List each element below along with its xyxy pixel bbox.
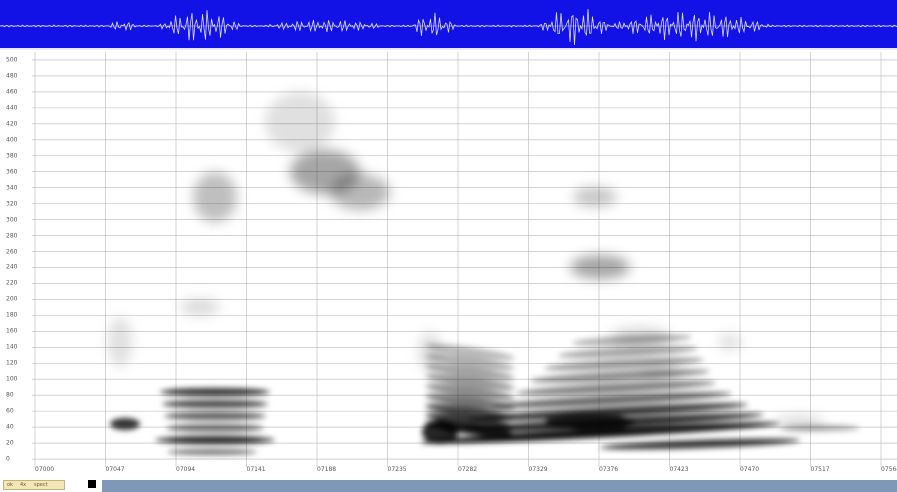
- energy-blob: [166, 424, 264, 432]
- time-tick-label: 07047: [105, 466, 125, 473]
- waveform-overview[interactable]: [0, 0, 897, 50]
- frequency-tick-label: 460: [6, 88, 18, 96]
- frequency-tick-label: 160: [6, 327, 18, 335]
- energy-blob: [600, 438, 800, 450]
- energy-blob: [164, 412, 266, 420]
- spectrogram-energy-strong: [110, 334, 860, 455]
- waveform-trace: [0, 8, 897, 46]
- energy-blob: [573, 187, 617, 207]
- frequency-tick-label: 400: [6, 136, 18, 144]
- energy-blob: [570, 255, 630, 279]
- time-tick-label: 07282: [458, 466, 478, 473]
- energy-blob: [425, 344, 515, 360]
- energy-blob: [418, 332, 442, 372]
- energy-blob: [330, 174, 390, 210]
- time-tick-label: 07188: [317, 466, 337, 473]
- time-tick-label: 07423: [669, 466, 689, 473]
- horizontal-scrollbar[interactable]: [102, 480, 897, 492]
- energy-blob: [718, 334, 742, 350]
- energy-blob: [108, 317, 132, 367]
- frequency-tick-label: 260: [6, 248, 18, 256]
- frequency-tick-label: 380: [6, 152, 18, 160]
- frequency-tick-label: 300: [6, 216, 18, 224]
- waveform-line: [0, 8, 897, 46]
- time-tick-label: 07000: [35, 466, 55, 473]
- energy-blob: [545, 414, 635, 430]
- energy-blob: [155, 436, 275, 444]
- energy-blob: [425, 364, 515, 380]
- energy-blob: [160, 388, 270, 396]
- frequency-tick-label: 440: [6, 104, 18, 112]
- frequency-tick-label: 500: [6, 56, 18, 64]
- energy-blob: [425, 354, 515, 370]
- color-swatch[interactable]: [88, 480, 96, 488]
- time-tick-label: 07235: [387, 466, 407, 473]
- frequency-tick-label: 20: [6, 439, 14, 447]
- energy-blob: [265, 92, 335, 152]
- time-tick-label: 07141: [246, 466, 266, 473]
- frequency-tick-label: 140: [6, 343, 18, 351]
- time-tick-label: 07564: [881, 466, 897, 473]
- energy-blob: [425, 384, 515, 400]
- energy-blob: [516, 381, 716, 395]
- time-tick-label: 07517: [810, 466, 830, 473]
- energy-blob: [422, 420, 458, 444]
- energy-blob: [530, 369, 710, 383]
- status-bar: ok 4x spect: [0, 478, 897, 492]
- time-tick-label: 07470: [740, 466, 760, 473]
- time-axis: 07000 07047 07094 07141 07188 07235 07282 07329…: [0, 466, 897, 478]
- energy-blob: [558, 346, 698, 358]
- frequency-tick-label: 80: [6, 391, 14, 399]
- frequency-tick-label: 200: [6, 295, 18, 303]
- frequency-tick-label: 320: [6, 200, 18, 208]
- time-tick-label: 07329: [528, 466, 548, 473]
- frequency-tick-label: 220: [6, 279, 18, 287]
- status-text-3: spect: [34, 482, 48, 488]
- frequency-tick-label: 120: [6, 359, 18, 367]
- energy-blob: [193, 172, 237, 222]
- energy-blob: [425, 413, 515, 429]
- energy-blob: [468, 403, 748, 421]
- frequency-tick-label: 420: [6, 120, 18, 128]
- energy-blob: [110, 418, 140, 430]
- status-text-1: ok: [7, 482, 13, 488]
- frequency-tick-label: 40: [6, 423, 14, 431]
- energy-blob: [420, 422, 780, 444]
- status-mode-indicator[interactable]: ok 4x spect: [3, 480, 65, 490]
- frequency-tick-label: 100: [6, 375, 18, 383]
- frequency-tick-label: 340: [6, 184, 18, 192]
- energy-blob: [780, 425, 860, 431]
- frequency-tick-label: 480: [6, 72, 18, 80]
- energy-blob: [425, 394, 515, 410]
- status-text-2: 4x: [20, 482, 27, 488]
- waveform-separator: [0, 48, 897, 50]
- frequency-tick-label: 0: [6, 455, 10, 463]
- energy-blob: [775, 416, 825, 428]
- spectrogram-grid: [32, 52, 897, 467]
- energy-blob: [425, 374, 515, 390]
- energy-blob: [572, 334, 692, 346]
- time-tick-label: 07376: [599, 466, 619, 473]
- frequency-tick-label: 60: [6, 407, 14, 415]
- energy-blob: [544, 357, 704, 371]
- frequency-axis: 0 20 40 60 80 100 120 140 160 180 200 220 240 260 280 3…: [0, 52, 32, 467]
- energy-blob: [167, 449, 257, 455]
- frequency-tick-label: 240: [6, 263, 18, 271]
- frequency-tick-label: 180: [6, 311, 18, 319]
- time-tick-label: 07094: [176, 466, 196, 473]
- frequency-tick-label: 360: [6, 168, 18, 176]
- energy-blob: [162, 400, 268, 408]
- energy-blob: [492, 392, 732, 408]
- frequency-tick-label: 280: [6, 232, 18, 240]
- spectrogram-view[interactable]: [0, 52, 897, 467]
- energy-blob: [180, 299, 220, 315]
